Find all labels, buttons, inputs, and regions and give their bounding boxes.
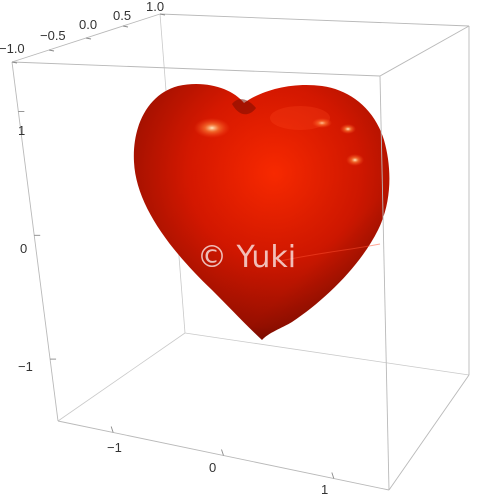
y-tick-label: 1.0 — [146, 0, 164, 14]
y-tick-label: 0.0 — [79, 17, 97, 32]
y-axis-ticks: −1.0 −0.5 0.0 0.5 1.0 — [0, 0, 164, 56]
y-tick-mark — [11, 61, 18, 64]
highlight-right-3 — [346, 154, 364, 166]
y-tick-mark — [122, 25, 129, 28]
tick-marks — [11, 13, 335, 479]
x-tick-label: 1 — [321, 482, 328, 497]
x-tick-label: −1 — [107, 440, 122, 455]
y-tick-label: −1.0 — [0, 41, 25, 56]
y-tick-label: 0.5 — [113, 8, 131, 23]
z-tick-label: 1 — [18, 123, 25, 138]
x-tick-mark — [331, 472, 335, 479]
z-tick-label: −1 — [18, 359, 33, 374]
heart-surface — [133, 83, 390, 340]
watermark: © Yuki — [197, 240, 296, 275]
x-tick-mark — [221, 449, 224, 456]
z-axis-ticks: 1 0 −1 — [18, 123, 33, 374]
z-tick-label: 0 — [20, 241, 27, 256]
highlight-right-2 — [340, 124, 356, 134]
x-tick-mark — [110, 426, 114, 433]
y-tick-mark — [159, 13, 166, 16]
highlight-left — [194, 118, 230, 138]
y-tick-mark — [85, 37, 92, 40]
x-tick-label: 0 — [209, 460, 216, 475]
y-tick-label: −0.5 — [40, 28, 66, 43]
x-axis-ticks: −1 0 1 — [107, 440, 328, 497]
highlight-right-1 — [312, 118, 332, 128]
y-tick-mark — [48, 49, 55, 52]
